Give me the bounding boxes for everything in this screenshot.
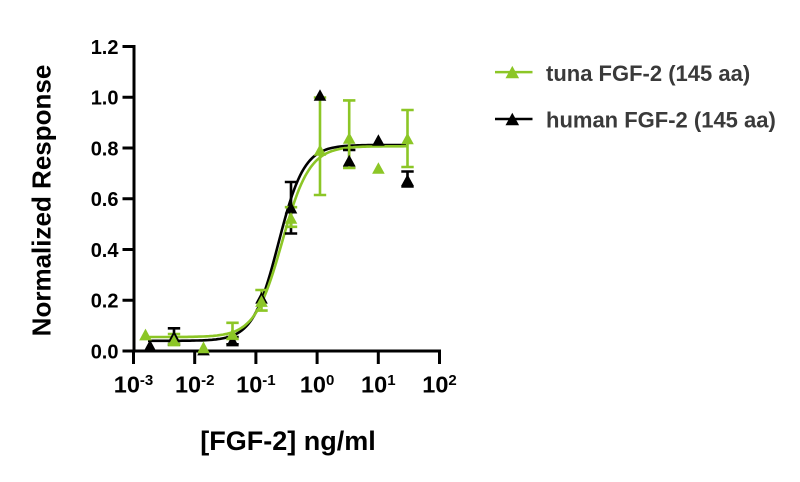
svg-text:1.0: 1.0 — [91, 88, 119, 110]
svg-text:0.6: 0.6 — [91, 189, 119, 211]
svg-text:0.0: 0.0 — [91, 341, 119, 363]
svg-text:10-2: 10-2 — [175, 372, 214, 398]
svg-text:0.4: 0.4 — [91, 240, 120, 262]
svg-text:Normalized Response: Normalized Response — [27, 65, 57, 337]
svg-text:0.2: 0.2 — [91, 291, 119, 313]
svg-text:human FGF-2 (145 aa): human FGF-2 (145 aa) — [546, 108, 776, 133]
svg-text:0.8: 0.8 — [91, 138, 119, 160]
svg-text:1.2: 1.2 — [91, 37, 119, 59]
svg-text:tuna FGF-2 (145 aa): tuna FGF-2 (145 aa) — [546, 61, 750, 86]
svg-text:[FGF-2] ng/ml: [FGF-2] ng/ml — [200, 426, 375, 456]
svg-text:102: 102 — [422, 372, 456, 398]
